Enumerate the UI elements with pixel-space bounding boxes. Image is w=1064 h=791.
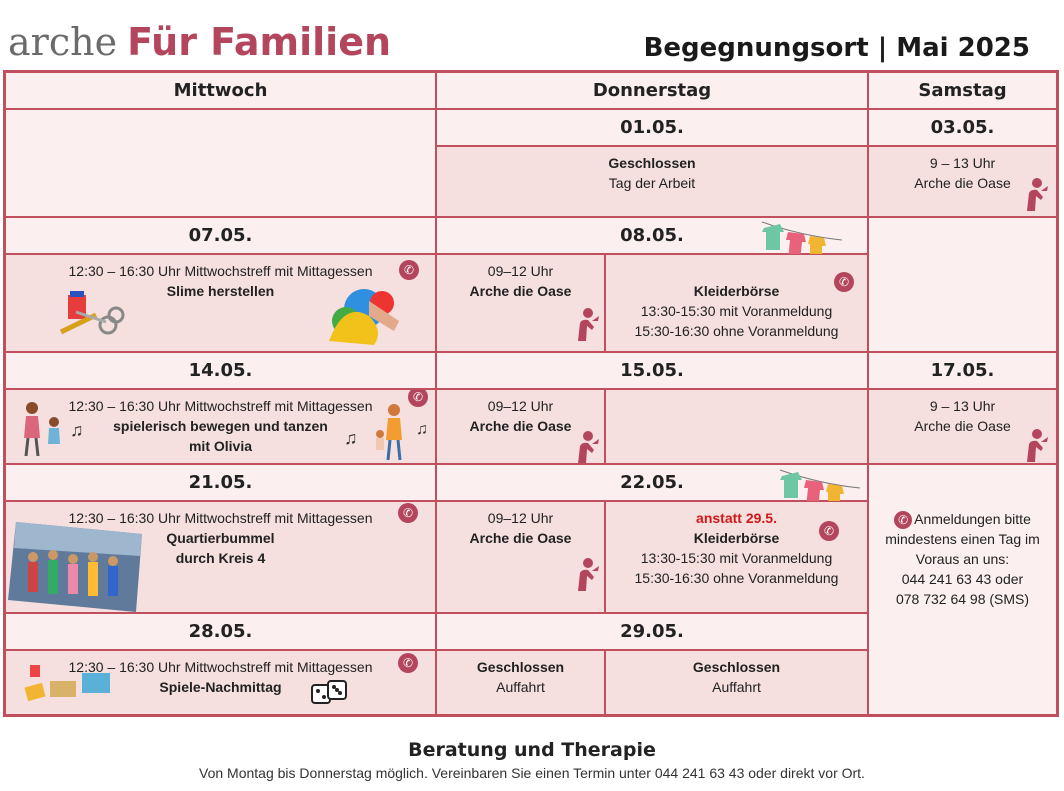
- event-title: Geschlossen: [608, 155, 696, 171]
- phone-icon: ✆: [819, 521, 839, 541]
- logo-familien: Für Familien: [127, 20, 392, 64]
- event-time: 09–12 Uhr: [487, 263, 554, 279]
- dancing-family-icon: ♫ ♫: [344, 404, 428, 461]
- event-03-05: 9 – 13 Uhr Arche die Oase: [868, 146, 1057, 217]
- event-time-2: 15:30-16:30 ohne Voranmeldung: [634, 570, 839, 586]
- date-28-05: 28.05.: [5, 613, 436, 650]
- event-22-05-oase: 09–12 Uhr Arche die Oase: [436, 501, 605, 613]
- event-title: Spiele-Nachmittag: [159, 679, 282, 695]
- event-location: Arche die Oase: [469, 418, 572, 434]
- event-07-05: 12:30 – 16:30 Uhr Mittwochstreff mit Mit…: [5, 254, 436, 352]
- event-22-05-kleiderboerse: anstatt 29.5. Kleiderbörse 13:30-15:30 m…: [605, 501, 868, 613]
- event-time: 12:30 – 16:30 Uhr Mittwochstreff mit Mit…: [68, 659, 373, 675]
- event-subtitle: Tag der Arbeit: [608, 175, 696, 191]
- event-time: 9 – 13 Uhr: [929, 398, 996, 414]
- date-15-05: 15.05.: [436, 352, 868, 389]
- phone-icon: ✆: [398, 653, 418, 673]
- date-17-05: 17.05.: [868, 352, 1057, 389]
- svg-text:♫: ♫: [416, 421, 428, 438]
- phone-icon: ✆: [408, 390, 428, 407]
- event-28-05: 12:30 – 16:30 Uhr Mittwochstreff mit Mit…: [5, 650, 436, 715]
- dice-icon: [311, 680, 347, 704]
- event-29-05-b: Geschlossen Auffahrt: [605, 650, 868, 715]
- event-location: Arche die Oase: [914, 175, 1011, 191]
- event-subtitle: durch Kreis 4: [175, 550, 266, 566]
- event-time-1: 13:30-15:30 mit Voranmeldung: [640, 303, 833, 319]
- phone-icon: ✆: [894, 511, 913, 530]
- event-time: 12:30 – 16:30 Uhr Mittwochstreff mit Mit…: [68, 398, 373, 414]
- header-saturday: Samstag: [868, 72, 1057, 109]
- event-title: spielerisch bewegen und tanzen: [113, 418, 328, 434]
- event-title: Slime herstellen: [166, 283, 275, 299]
- date-21-05: 21.05.: [5, 464, 436, 501]
- empty-cell: [868, 217, 1057, 352]
- event-title: Quartierbummel: [166, 530, 275, 546]
- event-subtitle: mit Olivia: [188, 438, 253, 454]
- event-time: 12:30 – 16:30 Uhr Mittwochstreff mit Mit…: [68, 510, 373, 526]
- registration-notice: ✆ Anmeldungen bitte mindestens einen Tag …: [868, 464, 1057, 715]
- event-subtitle: Auffahrt: [712, 679, 761, 695]
- event-title: Geschlossen: [476, 659, 565, 675]
- event-08-05-oase: 09–12 Uhr Arche die Oase: [436, 254, 605, 352]
- event-17-05: 9 – 13 Uhr Arche die Oase: [868, 389, 1057, 464]
- event-title: Kleiderbörse: [693, 530, 780, 546]
- event-title: Kleiderbörse: [693, 283, 780, 299]
- event-title: Geschlossen: [692, 659, 781, 675]
- footer-text: Von Montag bis Donnerstag möglich. Verei…: [199, 765, 865, 781]
- event-21-05: 12:30 – 16:30 Uhr Mittwochstreff mit Mit…: [5, 501, 436, 613]
- event-01-05: Geschlossen Tag der Arbeit: [436, 146, 868, 217]
- svg-text:♫: ♫: [344, 428, 358, 448]
- phone-icon: ✆: [399, 260, 419, 280]
- person-arrow-icon: [578, 308, 599, 341]
- logo: arche Für Familien: [8, 20, 391, 64]
- event-15-05-oase: 09–12 Uhr Arche die Oase: [436, 389, 605, 464]
- event-location: Arche die Oase: [914, 418, 1011, 434]
- event-time-1: 13:30-15:30 mit Voranmeldung: [640, 550, 833, 566]
- board-games-icon: [24, 665, 110, 702]
- phone-icon: ✆: [834, 272, 854, 292]
- footer-title: Beratung und Therapie: [408, 739, 656, 761]
- notice-phone-2: 078 732 64 98 (SMS): [895, 591, 1030, 608]
- event-14-05: 12:30 – 16:30 Uhr Mittwochstreff mit Mit…: [5, 389, 436, 464]
- empty-cell: [5, 109, 436, 217]
- craft-scissors-icon: [59, 291, 125, 335]
- date-29-05: 29.05.: [436, 613, 868, 650]
- date-01-05: 01.05.: [436, 109, 868, 146]
- event-time: 09–12 Uhr: [487, 398, 554, 414]
- person-arrow-icon: [1027, 178, 1048, 211]
- date-03-05: 03.05.: [868, 109, 1057, 146]
- phone-icon: ✆: [398, 503, 418, 523]
- dancing-people-icon: ♫: [24, 402, 84, 457]
- slime-icon: [329, 289, 399, 345]
- person-arrow-icon: [578, 558, 599, 591]
- event-location: Arche die Oase: [469, 530, 572, 546]
- event-note: anstatt 29.5.: [696, 510, 777, 526]
- notice-line-1: Anmeldungen bitte: [914, 511, 1031, 527]
- event-29-05-a: Geschlossen Auffahrt: [436, 650, 605, 715]
- event-time: 9 – 13 Uhr: [929, 155, 996, 171]
- event-subtitle: Auffahrt: [496, 679, 545, 695]
- event-08-05-kleiderboerse: Kleiderbörse 13:30-15:30 mit Voranmeldun…: [605, 254, 868, 352]
- empty-cell: [605, 389, 868, 464]
- event-location: Arche die Oase: [469, 283, 572, 299]
- notice-phone-1: 044 241 63 43 oder: [901, 571, 1024, 588]
- event-time: 09–12 Uhr: [487, 510, 554, 526]
- header-wednesday: Mittwoch: [5, 72, 436, 109]
- city-walk-photo: [8, 522, 142, 612]
- notice-line-3: Voraus an uns:: [915, 551, 1010, 568]
- notice-line-2: mindestens einen Tag im: [885, 531, 1040, 548]
- header-thursday: Donnerstag: [436, 72, 868, 109]
- svg-text:♫: ♫: [70, 420, 84, 440]
- event-time: 12:30 – 16:30 Uhr Mittwochstreff mit Mit…: [68, 263, 373, 279]
- event-time-2: 15:30-16:30 ohne Voranmeldung: [634, 323, 839, 339]
- page-title: Begegnungsort | Mai 2025: [643, 33, 1030, 63]
- person-arrow-icon: [1027, 429, 1048, 462]
- date-07-05: 07.05.: [5, 217, 436, 254]
- logo-arche: arche: [8, 20, 118, 64]
- date-14-05: 14.05.: [5, 352, 436, 389]
- person-arrow-icon: [578, 431, 599, 463]
